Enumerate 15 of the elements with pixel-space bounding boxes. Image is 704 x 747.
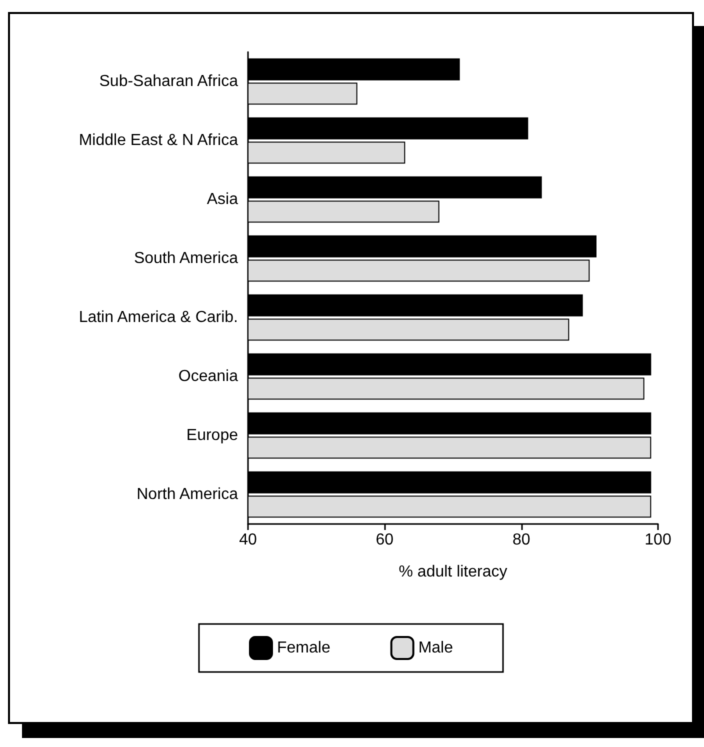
x-tick-label: 40: [239, 532, 257, 548]
y-tick-label: Oceania: [178, 368, 238, 385]
y-tick-label: Latin America & Carib.: [78, 309, 238, 326]
y-tick-label: Asia: [206, 191, 238, 208]
y-tick-label: Middle East & N Africa: [78, 132, 238, 149]
y-tick-label: North America: [136, 486, 238, 503]
y-tick-label: Europe: [186, 427, 238, 444]
y-tick-label: South America: [134, 250, 238, 267]
x-tick-label: 60: [376, 532, 394, 548]
x-tick-label: 80: [512, 532, 530, 548]
x-axis-title: % adult literacy: [398, 564, 508, 580]
legend-label: Male: [418, 640, 454, 656]
legend-label: Female: [276, 640, 330, 656]
x-tick-label: 100: [644, 532, 672, 548]
y-tick-label: Sub-Saharan Africa: [99, 73, 238, 90]
